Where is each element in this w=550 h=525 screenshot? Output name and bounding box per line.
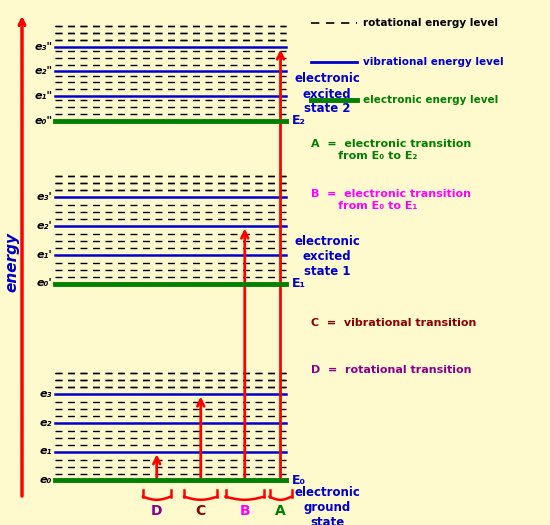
Text: electronic
excited
state 2: electronic excited state 2 [294,72,360,116]
Text: D: D [151,504,162,518]
Text: e₂': e₂' [36,220,52,231]
Text: vibrational energy level: vibrational energy level [363,57,504,67]
Text: E₂: E₂ [292,114,305,127]
Text: E₁: E₁ [292,277,305,290]
Text: e₀: e₀ [40,475,52,486]
Text: B  =  electronic transition
       from E₀ to E₁: B = electronic transition from E₀ to E₁ [311,189,471,211]
Text: electronic energy level: electronic energy level [363,94,498,105]
Text: e₃': e₃' [36,192,52,202]
Text: e₀": e₀" [34,116,52,126]
Text: A  =  electronic transition
       from E₀ to E₂: A = electronic transition from E₀ to E₂ [311,139,471,161]
Text: energy: energy [4,233,20,292]
Text: A: A [275,504,286,518]
Text: electronic
ground
state: electronic ground state [294,486,360,525]
Text: D  =  rotational transition: D = rotational transition [311,365,471,375]
Text: e₁: e₁ [40,446,52,457]
Text: C  =  vibrational transition: C = vibrational transition [311,318,476,328]
Text: e₁': e₁' [36,249,52,260]
Text: B: B [239,504,250,518]
Text: electronic
excited
state 1: electronic excited state 1 [294,235,360,278]
Text: E₀: E₀ [292,474,305,487]
Text: e₀': e₀' [36,278,52,289]
Text: C: C [196,504,206,518]
Text: rotational energy level: rotational energy level [363,18,498,28]
Text: e₃": e₃" [34,41,52,52]
Text: e₃: e₃ [40,388,52,399]
Text: e₂: e₂ [40,417,52,428]
Text: e₂": e₂" [34,66,52,77]
Text: e₁": e₁" [34,91,52,101]
